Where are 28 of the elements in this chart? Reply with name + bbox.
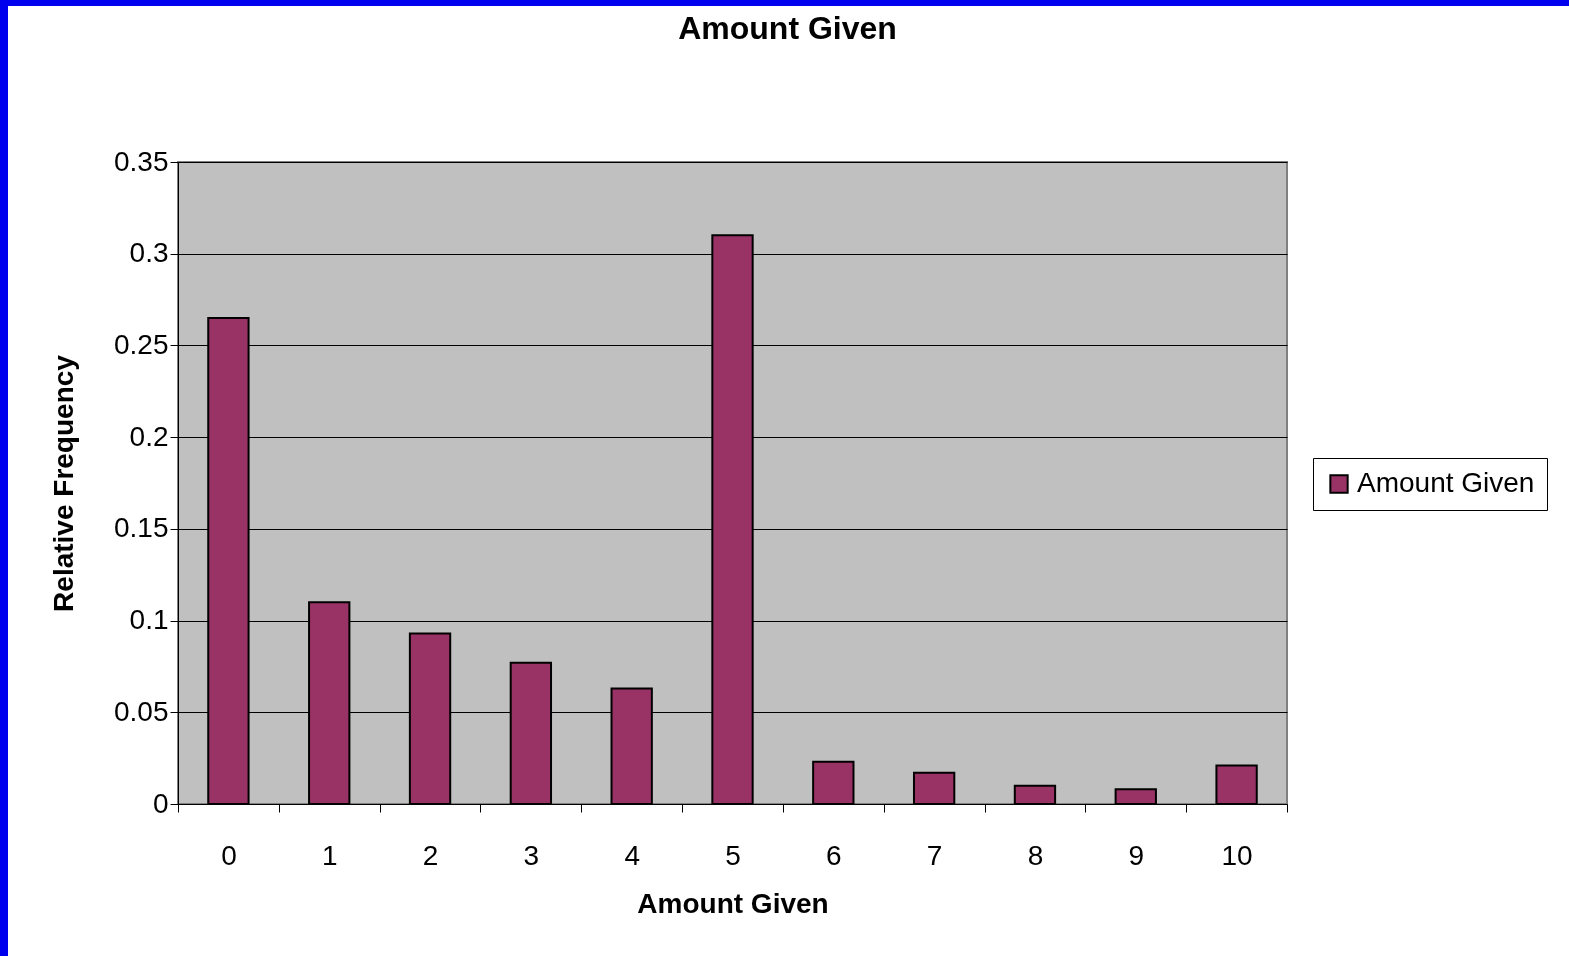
bar [1114,788,1157,805]
bar [1013,784,1057,805]
bar [1215,764,1258,805]
y-tick-label: 0.1 [129,604,169,636]
y-tick-label: 0 [152,787,169,819]
y-tick-label: 0.3 [129,237,169,269]
x-tick-label: 4 [624,839,640,871]
x-tick-label: 10 [1221,839,1253,871]
x-tick-label: 9 [1128,839,1145,871]
y-tick-label: 0.05 [114,695,169,727]
x-tick-label: 3 [523,839,540,871]
x-tick-label: 6 [826,839,842,871]
y-tick-label: 0.2 [129,420,169,452]
x-tick-label: 1 [321,839,338,871]
y-tick-label: 0.35 [114,145,169,177]
x-tick-label: 2 [422,839,439,871]
bar [912,771,956,805]
y-tick-label: 0.25 [114,328,169,360]
x-tick-label: 8 [1027,839,1044,871]
y-axis-title: Relative Frequency [48,354,79,612]
y-tick-label: 0.15 [114,512,169,544]
chart-title: Amount Given [678,10,897,46]
legend-label: Amount Given [1357,467,1535,498]
bar [812,760,855,805]
x-axis-title: Amount Given [637,887,829,919]
x-tick-label: 7 [926,839,943,871]
x-tick-label: 0 [221,839,237,871]
x-tick-label: 5 [725,839,741,871]
